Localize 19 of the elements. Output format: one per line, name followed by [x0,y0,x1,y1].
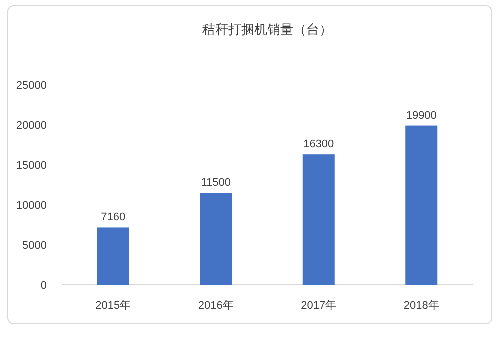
data-label: 16300 [304,138,334,151]
data-label: 19900 [406,110,437,122]
x-tick-label: 2017年 [301,300,337,312]
bar [406,126,438,285]
y-tick-label: 20000 [16,120,47,132]
y-tick-label: 5000 [22,240,47,252]
bar [200,193,232,285]
bar [302,154,335,285]
x-tick-label: 2018年 [404,300,440,312]
chart-title: 秸秆打捆机销量（台） [202,22,332,37]
data-label: 11500 [201,177,232,189]
data-label: 7160 [101,212,126,224]
bar [97,228,130,285]
y-tick-label: 10000 [16,200,47,212]
x-tick-label: 2015年 [96,300,132,312]
y-tick-label: 15000 [16,160,47,172]
x-tick-label: 2016年 [198,300,234,312]
y-tick-label: 0 [40,280,47,292]
y-tick-label: 25000 [16,80,47,92]
